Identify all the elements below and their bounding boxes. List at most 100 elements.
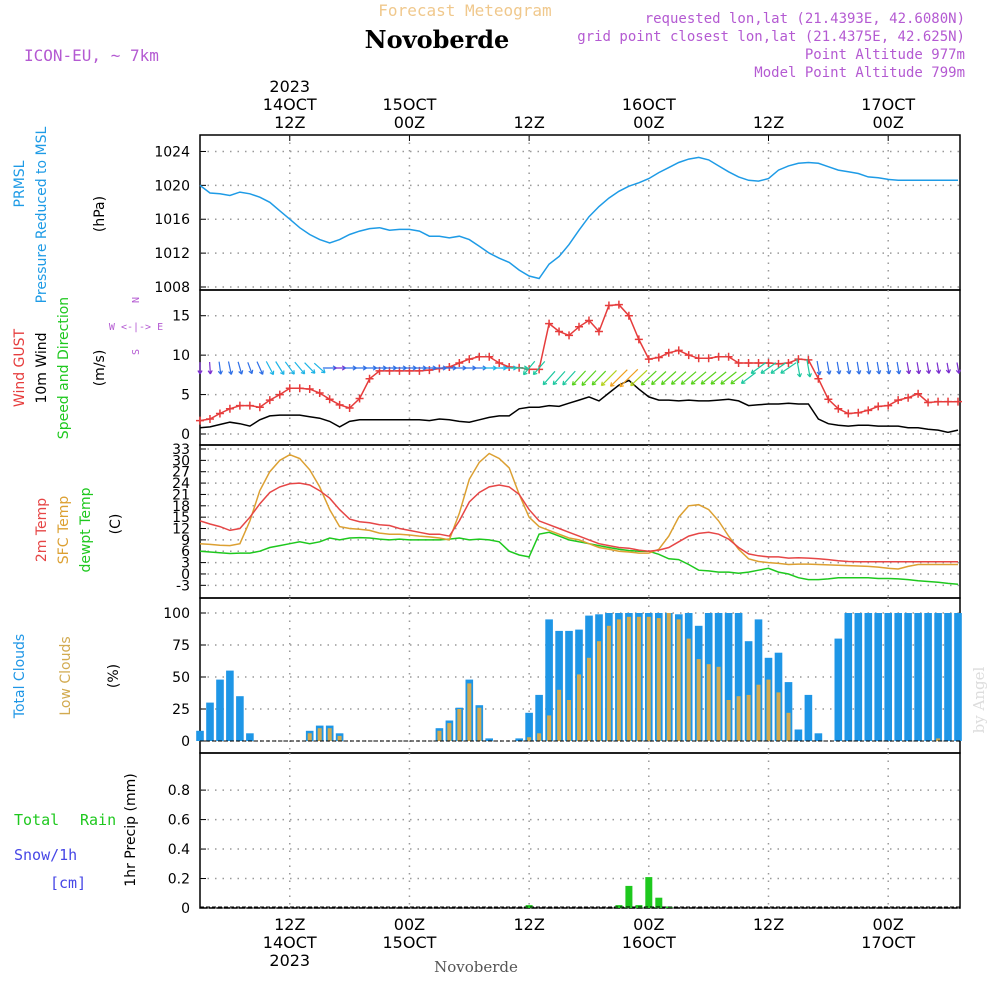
wind-gust-marker [724,352,733,361]
wind-gust-marker [575,322,584,331]
wind-gust-marker [614,300,623,309]
wind-gust-marker [355,394,364,403]
precipitation-ytick-label: 0.4 [168,842,190,858]
total-cloud-bar [236,696,244,741]
grid-point-coords: grid point closest lon,lat (21.4375E, 42… [577,29,965,45]
wind-direction-arrow [207,361,213,375]
cloud-labels: Total Clouds Low Clouds (%) [12,634,122,719]
low-cloud-bar [317,728,322,741]
time-label-bottom: 00Z [394,915,425,934]
time-label-bottom: 16OCT [622,933,676,952]
rain-bar [625,885,633,908]
cloud-unit: (%) [106,664,122,688]
total-cloud-bar [804,694,813,741]
wind-gust-marker [704,354,713,363]
total-cloud-bar [216,679,224,741]
precip-labels: Total Rain Snow/1h [cm] 1hr Precip (mm) [14,773,139,892]
pressure-frame [199,134,961,291]
clouds-ytick-label: 0 [181,734,190,750]
temperature-ytick-label: 0 [181,567,190,583]
wind-direction-arrow [770,362,787,374]
total-cloud-bar [515,738,523,741]
low-cloud-bar [537,733,542,741]
cloud-label-1: Total Clouds [12,634,28,719]
wind-ytick-label: 15 [172,309,190,325]
wind-direction-arrow [256,361,264,375]
compass-we: W <-|-> E [109,322,163,333]
time-label-bottom: 17OCT [861,933,915,952]
total-cloud-bar [894,613,902,741]
low-cloud-bar [307,733,312,741]
plot-layer: 10081012101610201024051015-3036912151821… [154,77,963,970]
wind-direction-arrow [532,361,546,376]
precip-rain-label: Rain [80,811,116,829]
clouds-ytick-label: 100 [163,606,190,622]
wind-gust-marker [594,327,603,336]
time-label-bottom: 15OCT [382,933,436,952]
precipitation-ytick-label: 0.2 [168,872,190,888]
wind-direction-arrow [945,362,951,374]
low-cloud-bar [646,616,651,741]
wind-direction-arrow [886,361,892,375]
wind-gust-marker [654,353,663,362]
low-cloud-bar [547,715,552,741]
temperature-ytick-label: 18 [172,499,190,515]
wind-gust-marker [794,355,803,364]
temperature-ytick-label: 9 [181,533,190,549]
total-cloud-bar [485,738,493,741]
temperature-ytick-label: 30 [172,453,190,469]
low-cloud-bar [467,683,472,741]
wind-gust-marker [714,352,723,361]
total-cloud-bar [844,613,853,741]
time-label-bottom: 12Z [274,915,305,934]
low-cloud-bar [676,619,681,741]
rain-bar [615,905,623,908]
wind-direction-arrow [591,370,607,386]
rain-bar [645,877,653,908]
wind-gust-marker [734,359,743,368]
time-label-top: 16OCT [622,95,676,114]
time-label-bottom: 2023 [269,951,310,970]
wind-direction-arrow [237,361,244,375]
wind-ytick-label: 10 [172,348,190,364]
wind-direction-arrow [265,361,275,376]
wind-direction-arrow [720,371,737,385]
total-cloud-bar [754,619,763,741]
wind-direction-arrow [640,370,657,386]
wind-direction-arrow [866,361,872,375]
wind-direction-arrow [313,362,326,374]
temp-unit: (C) [108,514,124,535]
wind-gust-marker [245,401,254,410]
wind-gust-marker [196,416,204,425]
clouds-ytick-label: 50 [172,670,190,686]
wind-gust-marker [674,346,683,355]
temperature-ytick-label: 24 [172,476,190,492]
wind-gust-marker [455,359,464,368]
wind-gust-marker [754,359,763,368]
temperature-ytick-label: 27 [172,465,190,481]
total-cloud-bar [525,712,533,741]
wind-gust-marker [345,403,354,412]
pressure-ytick-label: 1024 [154,144,190,160]
wind-gust-marker [325,395,334,404]
low-cloud-bar [557,689,562,741]
total-cloud-bar [784,682,793,741]
low-cloud-bar [716,666,721,741]
total-cloud-bar [744,641,753,741]
wind-direction-arrow [730,371,747,385]
precip-snow-label: Snow/1h [14,846,77,864]
wind-direction-arrow [581,370,597,386]
wind-gust-marker [864,406,873,415]
low-cloud-bar [786,712,791,741]
wind-direction-arrow [660,371,677,386]
compass-s: S [131,349,142,355]
temp-2m-line [199,482,958,563]
cloud-label-2: Low Clouds [58,636,74,715]
wind-direction-arrow [806,358,812,378]
wind-gust-marker [874,402,883,411]
wind-gust-marker [475,352,484,361]
time-label-bottom: 00Z [633,915,664,934]
credit: by Angel [970,666,988,733]
wind-gust-marker [315,388,324,397]
